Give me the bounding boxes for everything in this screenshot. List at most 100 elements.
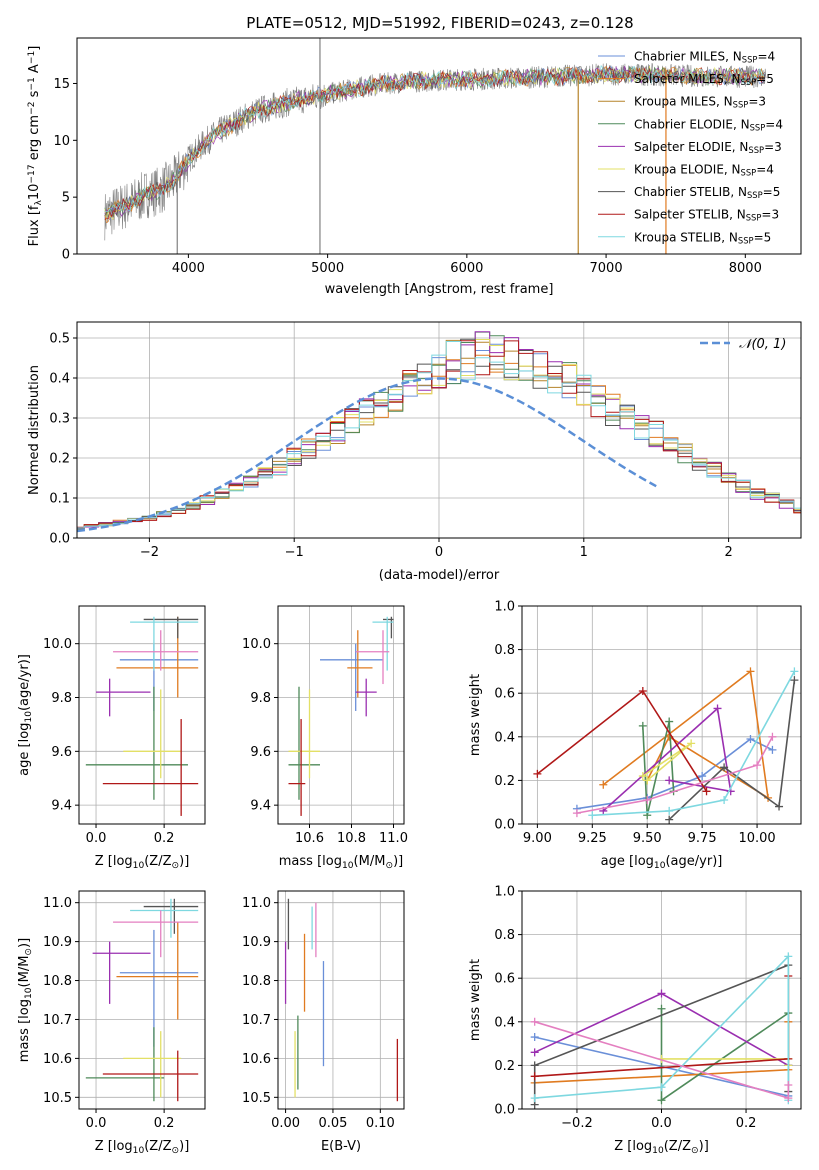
mass_vs_Z-axes: 0.0 0.2 10.5 10.6 10.7 10.8 10.9 11.0: [43, 890, 206, 1131]
weight-marker: [768, 732, 777, 741]
residuals-ylabel-part: Normed distribution: [27, 365, 42, 495]
mass_vs_Z-xlabel-part: )]: [179, 1139, 189, 1154]
age_vs_Z-marks: [85, 616, 199, 816]
weight-marker: [775, 802, 784, 811]
x-tick-label: 2: [724, 545, 732, 560]
y-tick-label: 0.4: [49, 372, 70, 387]
y-tick-label: 9.8: [51, 691, 72, 706]
x-tick-label: 0.10: [366, 1116, 395, 1131]
legend-label: Chabrier STELIB, NSSP=5: [634, 185, 780, 200]
weight-marker: [638, 721, 647, 730]
gaussian-curve: [77, 377, 657, 533]
spectrum-xlabel-part: wavelength [Angstrom, rest frame]: [325, 282, 554, 297]
legend-label: Chabrier MILES, NSSP=4: [634, 50, 775, 65]
mass_weight_vs_age-ylabel-part: mass weight: [468, 674, 483, 756]
weight-marker: [698, 772, 707, 781]
legend-label: Salpeter MILES, NSSP=5: [634, 72, 774, 87]
weight-marker: [533, 769, 542, 778]
weight-marker: [657, 1004, 666, 1013]
legend-label-part: SSP: [747, 190, 763, 200]
legend-label-part: SSP: [741, 168, 757, 178]
mass_vs_Z-xlabel-part: ⊙: [172, 1146, 180, 1156]
mass_weight_vs_Z-axes: −0.2 0.0 0.2 0.0 0.2 0.4 0.6 0.8 1.0: [494, 885, 802, 1131]
y-tick-label: 0.0: [494, 818, 515, 833]
mass_weight_vs_age-marks: [533, 667, 799, 824]
weight-line: [534, 954, 790, 1101]
x-tick-label: 5000: [311, 261, 344, 276]
mass_vs_Z-xlabel-part: 10: [133, 1146, 145, 1156]
age_vs_Z-frame: [78, 605, 206, 825]
y-tick-label: 9.4: [250, 799, 271, 814]
age_vs_Z-xlabel-part: Z [log: [95, 854, 133, 869]
age_vs_mass-marks: [288, 616, 394, 816]
spectrum-ylabel-part: A: [27, 64, 42, 77]
mass_vs_EBV-xlabel: E(B-V): [321, 1139, 361, 1154]
y-tick-label: 15: [53, 77, 70, 92]
y-tick-label: 0.3: [49, 412, 70, 427]
weight-marker: [665, 717, 674, 726]
legend-label-part: SSP: [738, 236, 754, 246]
legend-label-part: =5: [754, 230, 772, 244]
y-tick-label: 10.6: [242, 1052, 271, 1067]
age_vs_Z-ylabel-part: (age/yr)]: [17, 654, 32, 711]
weight-marker: [768, 745, 777, 754]
y-tick-label: 1.0: [494, 600, 515, 615]
legend-label-part: SSP: [741, 77, 757, 87]
age_vs_Z-ylabel-part: 10: [24, 711, 34, 723]
weight-marker: [530, 1048, 539, 1057]
y-tick-label: 10: [53, 134, 70, 149]
x-tick-label: −1: [285, 545, 304, 560]
x-tick-label: 1: [580, 545, 588, 560]
y-tick-label: 0.8: [494, 643, 515, 658]
legend-label-part: Salpeter MILES, N: [634, 72, 741, 86]
mass_vs_Z-marks: [85, 898, 199, 1102]
weight-marker: [784, 1081, 793, 1090]
mass_weight_vs_Z-xlabel-part: (Z/Z: [664, 1139, 691, 1154]
y-tick-label: 0.1: [49, 492, 70, 507]
spectrum-ylabel-part: ]: [27, 46, 42, 51]
legend-label-part: =5: [756, 72, 774, 86]
weight-marker: [572, 809, 581, 818]
weight-marker: [657, 1083, 666, 1092]
weight-marker: [530, 1033, 539, 1042]
y-tick-label: 11.0: [242, 896, 271, 911]
mass_vs_Z-ylabel-part: ⊙: [24, 948, 34, 956]
y-tick-label: 0.2: [494, 1059, 515, 1074]
x-tick-label: 0.0: [86, 831, 107, 846]
legend-label-part: SSP: [748, 145, 764, 155]
legend-label-part: SSP: [733, 100, 749, 110]
spectrum-ylabel-part: −2: [27, 102, 37, 115]
y-tick-label: 0.2: [49, 452, 70, 467]
legend-label-part: =3: [748, 95, 766, 109]
weight-marker: [665, 776, 674, 785]
legend-label: Chabrier ELODIE, NSSP=4: [634, 117, 783, 132]
legend-label: Kroupa STELIB, NSSP=5: [634, 230, 771, 245]
spectrum-ylabel-part: −1: [27, 51, 37, 64]
mass_weight_vs_Z-xlabel-part: 10: [652, 1146, 664, 1156]
residuals-xlabel: (data-model)/error: [379, 568, 500, 583]
spectrum-ylabel-part: 10: [27, 184, 42, 201]
weight-marker: [790, 667, 799, 676]
legend-label-part: SSP: [746, 213, 762, 223]
y-tick-label: 9.4: [51, 799, 72, 814]
x-tick-label: −2: [140, 545, 159, 560]
weight-marker: [657, 1096, 666, 1105]
y-tick-label: 9.8: [250, 691, 271, 706]
x-tick-label: 10.00: [738, 831, 775, 846]
mass_weight_vs_age-ylabel: mass weight: [468, 674, 483, 756]
y-tick-label: 10.0: [242, 637, 271, 652]
mass_weight_vs_age-axes: 9.00 9.25 9.50 9.75 10.00 0.0 0.2 0.4 0.6 0.8 1.0: [494, 600, 802, 846]
age_vs_mass-xlabel-part: )]: [393, 854, 403, 869]
mass_weight_vs_Z-xlabel-part: )]: [699, 1139, 709, 1154]
weight-marker: [530, 1094, 539, 1103]
spectrum-ylabel-part: s: [27, 90, 42, 101]
x-tick-label: −0.2: [561, 1116, 593, 1131]
residuals-axes: −2 −1 0 1 2 0.0 0.1 0.2 0.3 0.4 0.5 𝒩(0, 1): [49, 321, 802, 560]
x-tick-label: 0.0: [86, 1116, 107, 1131]
y-tick-label: 10.8: [43, 974, 72, 989]
weight-line: [592, 671, 796, 817]
y-tick-label: 10.9: [43, 935, 72, 950]
weight-marker: [746, 667, 755, 676]
legend-label-part: Chabrier STELIB, N: [634, 185, 747, 199]
y-tick-label: 10.7: [43, 1013, 72, 1028]
